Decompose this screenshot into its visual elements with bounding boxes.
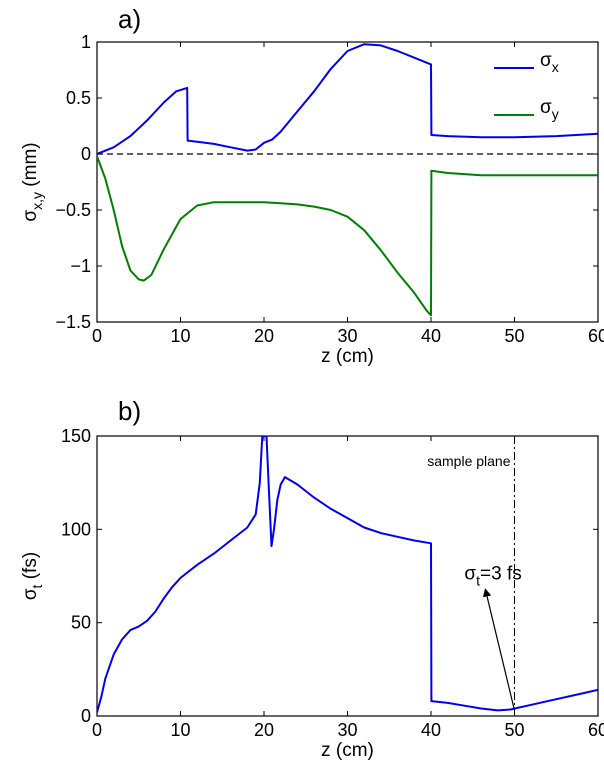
y-tick-label: 0 (81, 706, 91, 726)
sample-plane-label: sample plane (427, 453, 510, 469)
legend-subscript: y (552, 106, 559, 122)
x-tick-label: 40 (421, 720, 441, 740)
series-line-x (97, 43, 598, 155)
series-line-y (97, 155, 598, 317)
x-tick-label: 60 (588, 326, 604, 346)
x-axis-label: z (cm) (321, 740, 374, 761)
panel-label: a) (118, 4, 141, 34)
legend-symbol: σ (540, 50, 552, 71)
x-tick-label: 0 (92, 720, 102, 740)
x-tick-label: 20 (254, 326, 274, 346)
y-tick-label: 0.5 (66, 88, 91, 108)
y-axis-label: σt (fs) (20, 552, 45, 600)
legend-symbol: σ (540, 97, 552, 118)
y-axis-label-symbol: σ (20, 210, 41, 222)
y-axis-label-subscript: x,y (29, 192, 45, 210)
legend-entry-x: σx (540, 50, 559, 75)
plot-frame (96, 41, 599, 323)
panel-label: b) (118, 396, 141, 426)
y-tick-label: 150 (61, 426, 91, 446)
legend-entry-y: σy (540, 97, 559, 122)
x-tick-label: 10 (170, 720, 190, 740)
x-tick-label: 60 (588, 720, 604, 740)
y-tick-label: 50 (71, 613, 91, 633)
x-tick-label: 40 (421, 326, 441, 346)
y-axis-label-symbol: σ (20, 588, 41, 600)
x-tick-label: 30 (337, 720, 357, 740)
annotation-subscript: t (476, 573, 480, 589)
y-tick-label: −0.5 (55, 200, 91, 220)
plot-frame (96, 435, 599, 717)
y-tick-label: 1 (81, 32, 91, 52)
y-tick-label: −1.5 (55, 312, 91, 332)
y-axis-label-subscript: t (29, 584, 45, 588)
y-tick-label: 100 (61, 519, 91, 539)
chart-panel-a: a)0 10 20 30 40 50 60−1.5−1−0.500.51z (cm)σx,y… (20, 4, 604, 367)
annotation-value: =3 fs (480, 564, 522, 585)
x-tick-label: 0 (92, 326, 102, 346)
y-axis-label: σx,y (mm) (20, 142, 45, 221)
x-tick-label: 30 (337, 326, 357, 346)
x-tick-label: 10 (170, 326, 190, 346)
y-tick-label: 0 (81, 144, 91, 164)
x-axis-label: z (cm) (321, 346, 374, 367)
x-tick-label: 20 (254, 720, 274, 740)
annotation-arrow (482, 588, 516, 711)
series-line-0 (97, 436, 598, 713)
legend-subscript: x (552, 59, 559, 75)
y-axis-label-unit: (mm) (20, 142, 41, 192)
annotation-symbol: σ (464, 564, 476, 585)
y-axis-label-unit: (fs) (20, 552, 41, 585)
y-tick-label: −1 (70, 256, 91, 276)
annotation-text: σt=3 fs (464, 564, 521, 589)
x-tick-label: 50 (504, 720, 524, 740)
x-tick-label: 50 (504, 326, 524, 346)
